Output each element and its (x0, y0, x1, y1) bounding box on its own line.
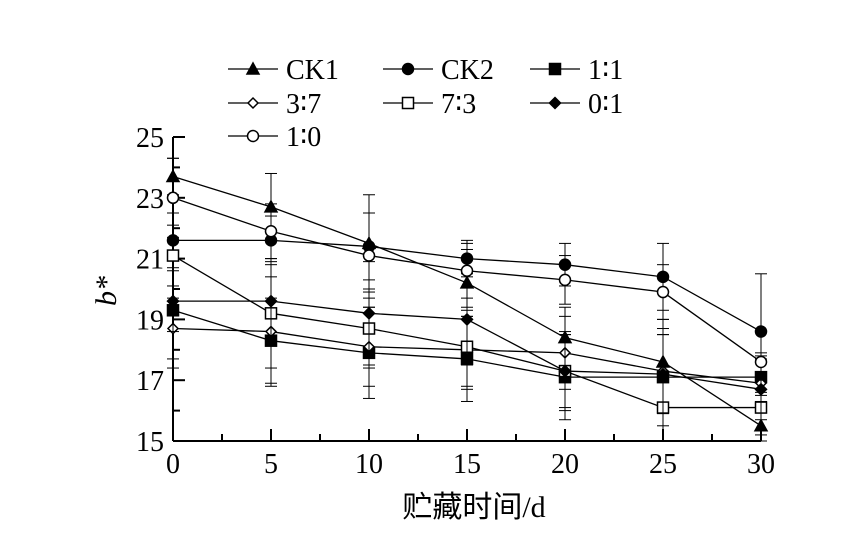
legend-item: 1∶0 (228, 122, 321, 153)
data-point (264, 224, 278, 238)
data-point (754, 355, 768, 369)
series-layer (165, 157, 769, 442)
series-6 (166, 157, 768, 393)
legend-marker (401, 62, 415, 76)
x-axis-title: 贮藏时间/d (402, 491, 545, 524)
data-point (166, 191, 180, 205)
data-point (460, 264, 474, 278)
y-tick-label: 15 (136, 427, 164, 458)
legend-label: 1∶1 (588, 55, 623, 86)
legend-label: 0∶1 (588, 89, 623, 120)
legend-label: CK1 (286, 55, 339, 86)
data-point (362, 306, 376, 320)
x-tick-label: 10 (355, 449, 383, 480)
legend-marker (548, 62, 562, 76)
x-tick-label: 0 (166, 449, 180, 480)
legend-item: 1∶1 (530, 55, 623, 86)
x-tick-label: 20 (551, 449, 579, 480)
y-tick-label: 23 (136, 184, 164, 215)
data-point (460, 312, 474, 326)
legend-marker (548, 96, 562, 110)
legend-item: 0∶1 (530, 89, 623, 120)
legend-item: CK2 (383, 55, 494, 86)
x-tick-label: 30 (747, 449, 775, 480)
legend-label: 7∶3 (441, 89, 476, 120)
data-point (558, 273, 572, 287)
legend-item: CK1 (228, 55, 339, 86)
y-tick-label: 17 (136, 366, 164, 397)
data-point (166, 249, 180, 262)
legend-marker (245, 61, 261, 75)
data-point (656, 367, 670, 381)
legend-label: 1∶0 (286, 122, 321, 153)
legend: CK1 CK2 1∶1 3∶7 7∶3 0∶1 1∶0 (228, 55, 623, 153)
legend-item: 3∶7 (228, 89, 321, 120)
legend-marker (401, 96, 415, 110)
data-point (558, 364, 572, 378)
legend-item: 7∶3 (383, 89, 476, 120)
axes: 15 17 19 21 23 25 0 5 10 15 20 25 30 (136, 123, 775, 480)
data-point (656, 285, 670, 299)
legend-marker (246, 129, 260, 143)
x-tick-label: 5 (264, 449, 278, 480)
data-point (166, 294, 180, 308)
y-axis-title: b* (90, 276, 123, 306)
data-point (264, 294, 278, 308)
legend-marker (246, 96, 260, 110)
x-tick-label: 15 (453, 449, 481, 480)
y-tick-label: 19 (136, 305, 164, 336)
legend-label: 3∶7 (286, 89, 321, 120)
y-tick-label: 25 (136, 123, 164, 154)
data-point (362, 249, 376, 262)
legend-label: CK2 (441, 55, 494, 86)
y-tick-label: 21 (136, 245, 164, 276)
x-tick-label: 25 (649, 449, 677, 480)
